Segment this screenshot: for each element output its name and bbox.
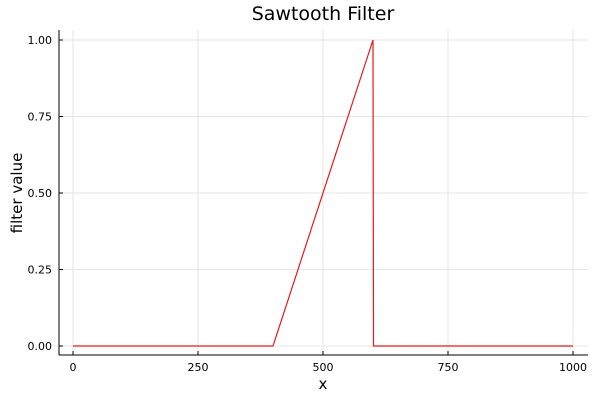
chart-title: Sawtooth Filter (252, 3, 395, 25)
y-axis-label: filter value (8, 153, 26, 234)
y-tick-label: 0.25 (28, 264, 53, 277)
x-tick-label: 750 (438, 361, 459, 374)
ticks: 0 250 500 750 1000 0.00 0.25 0.50 0.75 1.00 (28, 34, 588, 374)
x-axis-label: x (319, 375, 328, 393)
series-line (73, 39, 573, 347)
y-tick-label: 1.00 (28, 34, 53, 47)
y-tick-label: 0.50 (28, 187, 53, 200)
x-tick-label: 1000 (559, 361, 587, 374)
y-tick-label: 0.75 (28, 111, 53, 124)
x-tick-label: 0 (70, 361, 77, 374)
x-tick-label: 250 (188, 361, 209, 374)
y-tick-label: 0.00 (28, 340, 53, 353)
x-tick-label: 500 (313, 361, 334, 374)
series-group (73, 39, 573, 347)
